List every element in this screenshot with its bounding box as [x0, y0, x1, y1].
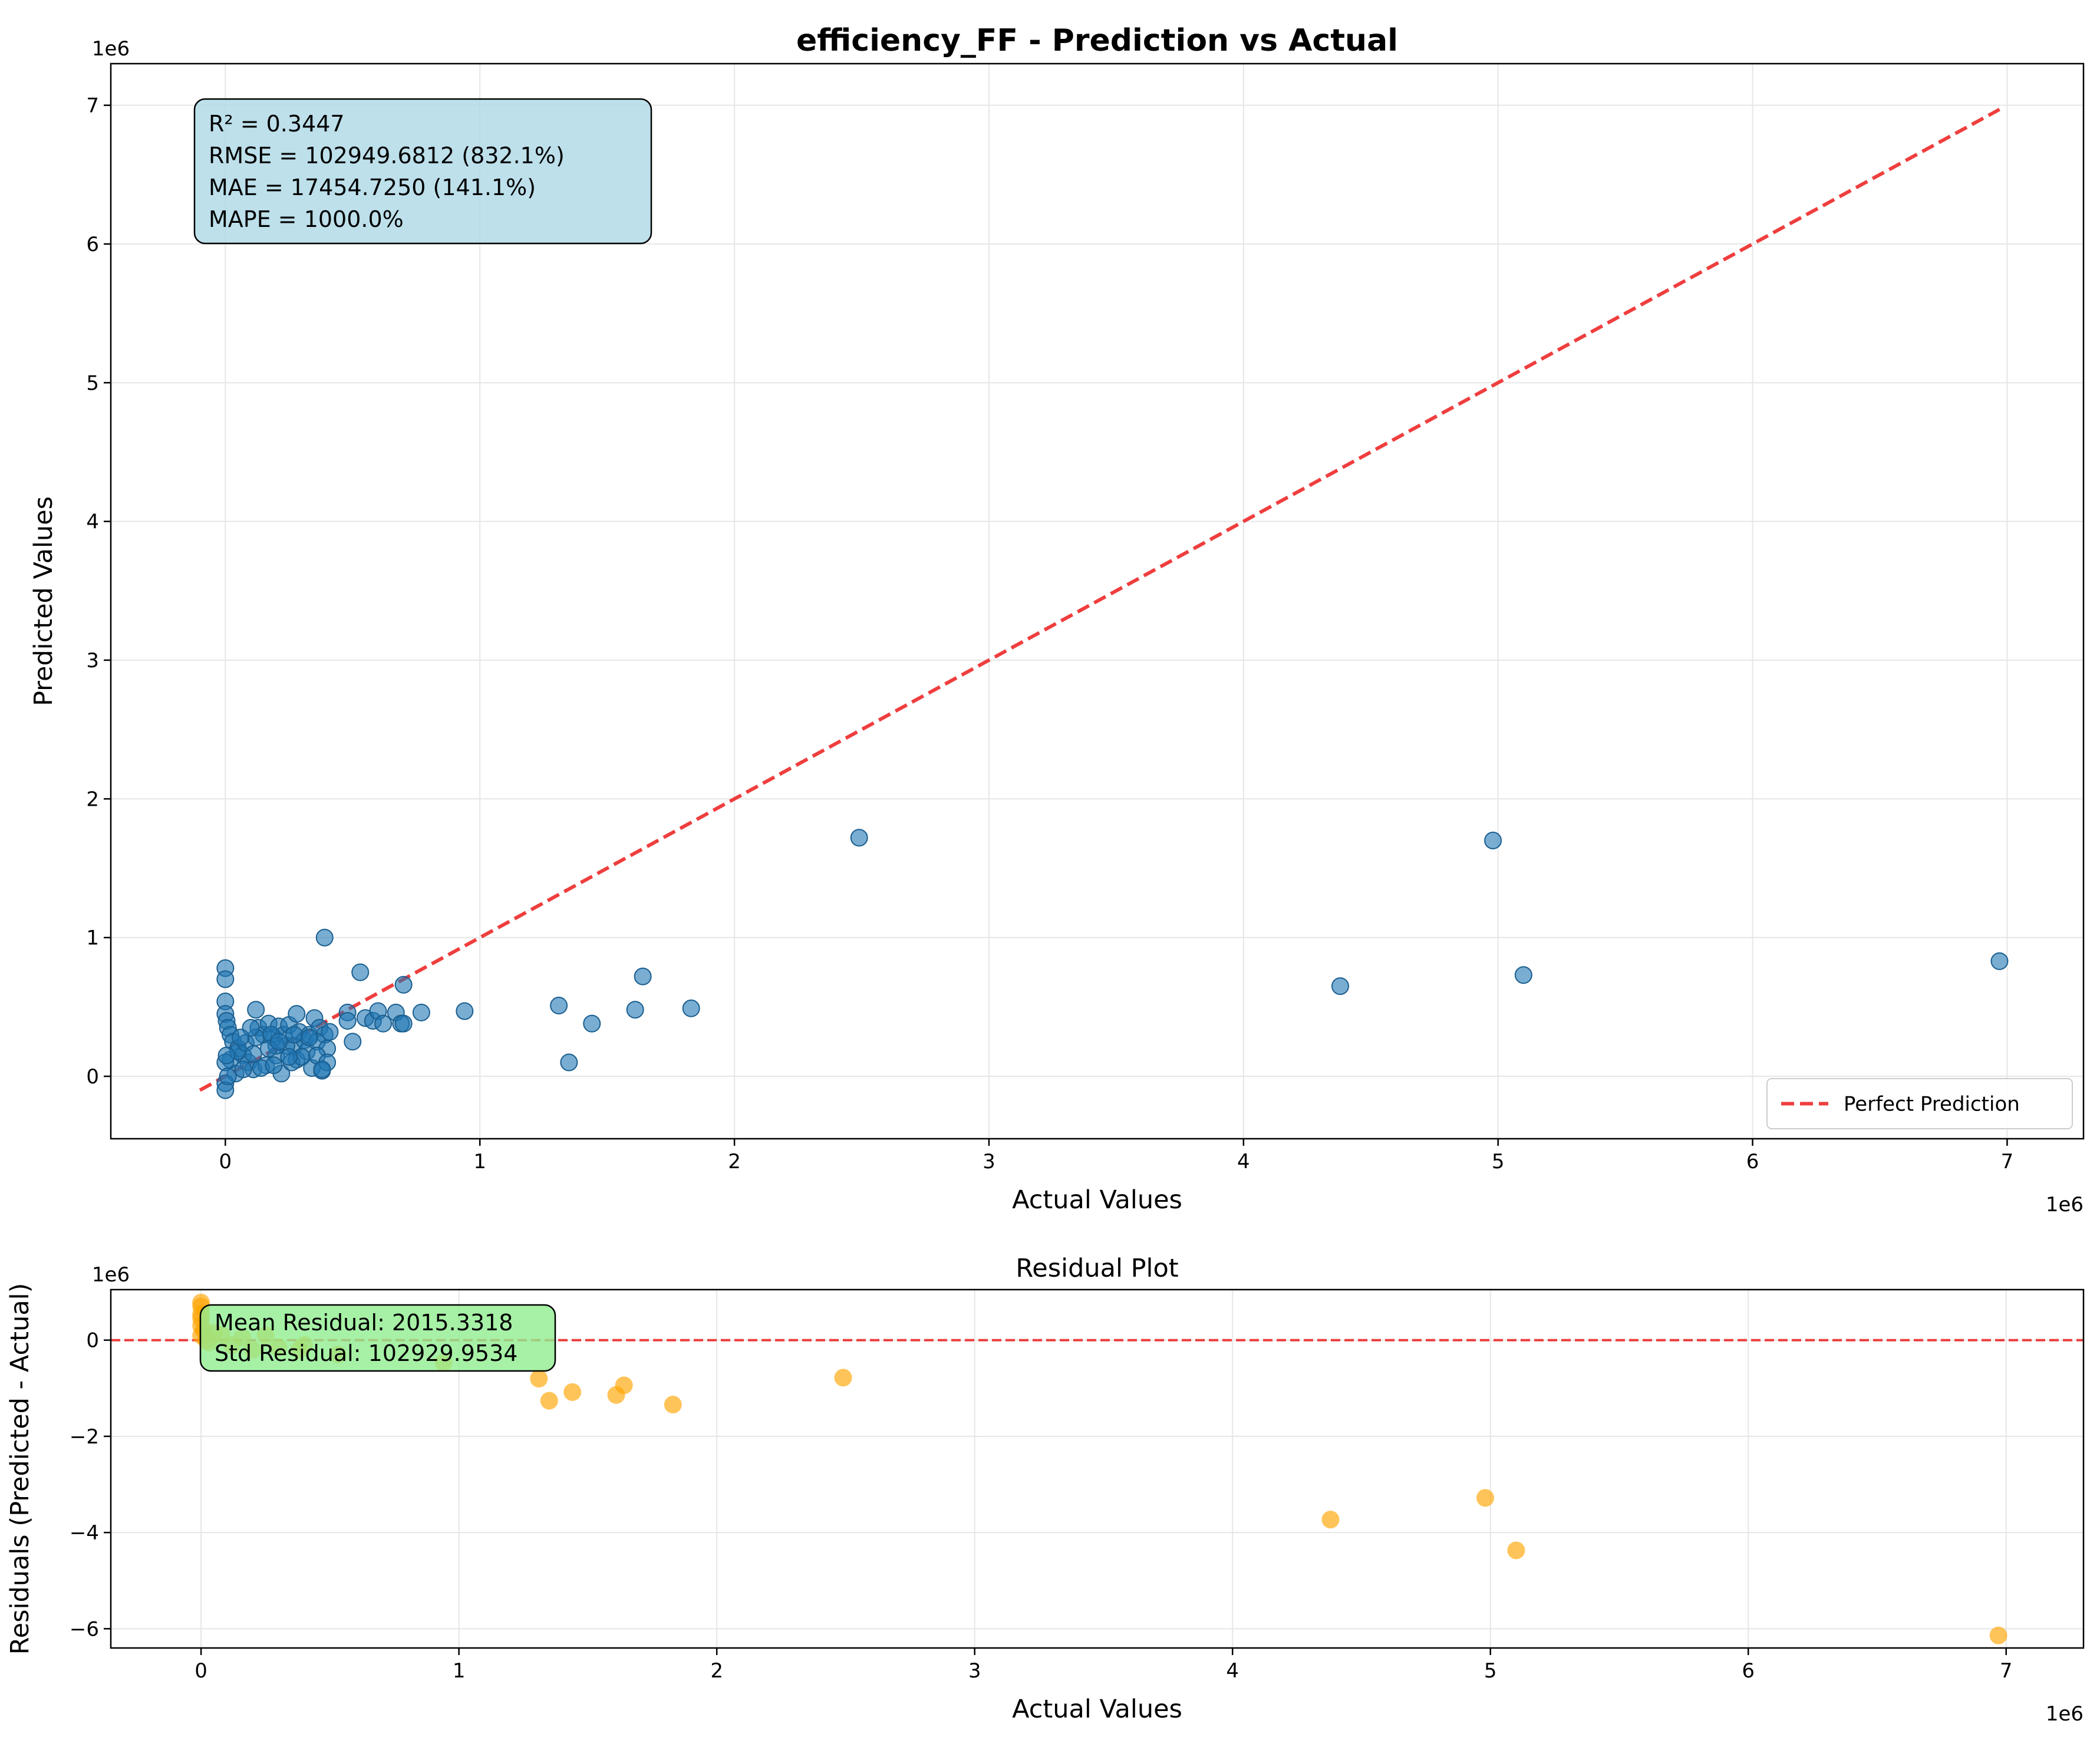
data-point	[247, 1001, 265, 1019]
y-tick-label: 3	[86, 649, 99, 673]
stats-line: RMSE = 102949.6812 (832.1%)	[209, 143, 565, 169]
data-point	[1507, 1541, 1525, 1560]
data-point	[1476, 1489, 1494, 1507]
data-point	[615, 1376, 633, 1395]
prediction-vs-actual-chart: 0 1 2 3 4 5 6 7 0 1 2 3 4 5 6 7 1e6 1e6 Actual Values Predi…	[29, 23, 2085, 1217]
data-point	[560, 1053, 578, 1072]
data-point	[315, 928, 334, 947]
data-point	[285, 1026, 303, 1044]
x-tick-label: 3	[968, 1659, 981, 1683]
data-point	[217, 1046, 236, 1064]
x-offset-label: 1e6	[2046, 1702, 2083, 1726]
data-point	[244, 1045, 262, 1063]
x-axis-label: Actual Values	[1012, 1185, 1182, 1215]
x-tick-label: 7	[2001, 1150, 2014, 1174]
y-tick-label: 4	[86, 510, 99, 534]
x-offset-label: 1e6	[2046, 1193, 2083, 1217]
y-tick-label: 2	[86, 787, 99, 811]
y-tick-label: 0	[86, 1329, 99, 1353]
data-point	[265, 1056, 283, 1074]
stats-line: MAPE = 1000.0%	[209, 206, 404, 232]
data-point	[280, 1048, 298, 1066]
x-tick-label: 2	[728, 1150, 741, 1174]
y-axis-label: Predicted Values	[29, 496, 58, 706]
data-point	[1331, 977, 1349, 996]
x-tick-label: 4	[1237, 1150, 1250, 1174]
y-tick-label: 7	[86, 94, 99, 118]
y-tick-label: 1	[86, 927, 99, 950]
data-point	[219, 1067, 237, 1086]
data-point	[583, 1014, 601, 1033]
data-point	[338, 1011, 357, 1030]
x-tick-label: 1	[473, 1150, 486, 1174]
stats-line: Mean Residual: 2015.3318	[215, 1310, 513, 1336]
chart-title: Residual Plot	[1016, 1254, 1178, 1283]
x-tick-label: 6	[1742, 1659, 1755, 1683]
data-point	[234, 1060, 252, 1079]
y-axis-label: Residuals (Predicted - Actual)	[5, 1283, 35, 1655]
x-axis-label: Actual Values	[1012, 1695, 1182, 1724]
y-offset-label: 1e6	[92, 1263, 130, 1287]
axes-frame	[110, 1288, 2085, 1649]
data-point	[1484, 831, 1502, 849]
data-point	[834, 1369, 852, 1387]
data-point	[412, 1003, 430, 1021]
data-point	[850, 829, 868, 847]
x-tick-label: 6	[1746, 1150, 1759, 1174]
data-point	[216, 970, 235, 988]
y-tick-label: −2	[70, 1425, 99, 1449]
residual-plot-chart: 0 1 2 3 4 5 6 7 −6 −4 −2 0 1e6 1e6 Actual Values Residu…	[5, 1254, 2085, 1726]
x-tick-label: 3	[983, 1150, 995, 1174]
x-tick-label: 2	[710, 1659, 723, 1683]
data-point	[394, 975, 413, 994]
data-point	[1514, 966, 1532, 984]
data-point	[634, 967, 652, 985]
chart-title: efficiency_FF - Prediction vs Actual	[796, 23, 1398, 58]
data-point	[232, 1029, 250, 1047]
data-point	[351, 963, 370, 981]
legend-label: Perfect Prediction	[1844, 1093, 2020, 1116]
data-point	[550, 997, 568, 1015]
data-point	[456, 1002, 474, 1020]
x-tick-label: 1	[453, 1659, 466, 1683]
data-point	[374, 1014, 393, 1033]
y-offset-label: 1e6	[92, 37, 130, 61]
x-tick-label: 0	[194, 1659, 207, 1683]
y-tick-label: 5	[86, 371, 99, 395]
data-point	[1989, 1626, 2007, 1644]
x-tick-label: 5	[1492, 1150, 1505, 1174]
perfect-prediction-line	[199, 108, 2000, 1092]
stats-box	[199, 1304, 556, 1372]
stats-line: MAE = 17454.7250 (141.1%)	[209, 174, 536, 200]
x-tick-label: 5	[1484, 1659, 1497, 1683]
x-tick-label: 4	[1226, 1659, 1239, 1683]
data-point	[664, 1396, 682, 1414]
data-point	[344, 1033, 362, 1051]
data-point	[530, 1369, 548, 1387]
stats-box	[193, 98, 652, 245]
axes-frame	[110, 62, 2085, 1140]
data-point	[394, 1014, 413, 1033]
stats-line: R² = 0.3447	[209, 111, 345, 137]
data-point	[563, 1383, 582, 1401]
legend-box	[1766, 1078, 2073, 1129]
y-tick-label: −6	[70, 1617, 99, 1641]
data-point	[270, 1033, 288, 1051]
x-tick-label: 0	[219, 1150, 232, 1174]
data-point	[626, 1001, 644, 1019]
y-tick-label: 0	[86, 1065, 99, 1089]
stats-line: Std Residual: 102929.9534	[215, 1340, 517, 1366]
data-point	[1321, 1511, 1340, 1529]
data-point	[288, 1005, 306, 1023]
y-tick-label: 6	[86, 233, 99, 256]
data-point	[300, 1029, 318, 1047]
x-tick-label: 7	[2000, 1659, 2013, 1683]
data-point	[313, 1060, 331, 1079]
data-point	[1990, 952, 2009, 970]
data-point	[540, 1392, 558, 1410]
data-point	[682, 999, 700, 1017]
y-tick-label: −4	[70, 1521, 99, 1545]
